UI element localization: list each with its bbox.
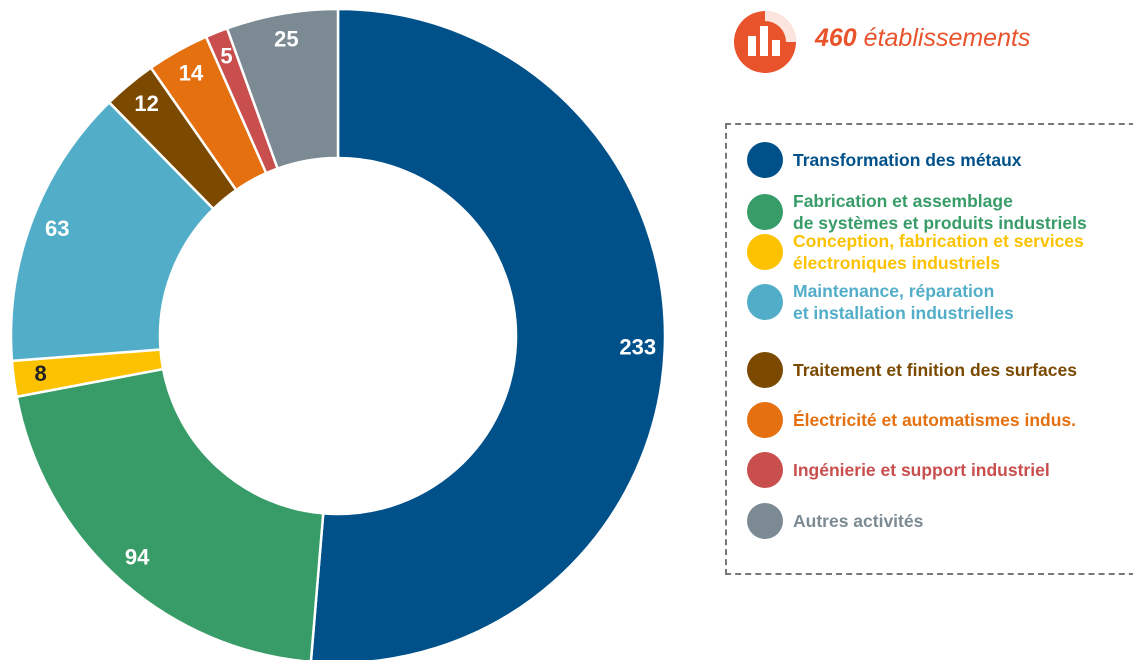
legend-label: Autres activités	[793, 511, 924, 531]
legend-label: Électricité et automatismes indus.	[793, 410, 1077, 430]
donut-segment	[15, 367, 325, 660]
data-label: 12	[134, 91, 158, 116]
legend-marker	[747, 503, 783, 539]
legend-label: Transformation des métaux	[793, 150, 1022, 170]
data-label: 63	[45, 216, 69, 241]
legend-marker	[747, 352, 783, 388]
legend-marker	[747, 234, 783, 270]
legend-label: Ingénierie et support industriel	[793, 460, 1050, 480]
data-label: 8	[34, 361, 46, 386]
donut-segment	[225, 7, 340, 171]
donut-segment	[9, 100, 216, 363]
legend-markers	[747, 142, 783, 539]
legend-label: Traitement et finition des surfaces	[793, 360, 1077, 380]
legend-marker	[747, 142, 783, 178]
total: 460	[815, 24, 857, 52]
legend-marker	[747, 194, 783, 230]
legend-marker	[747, 452, 783, 488]
data-label: 94	[125, 545, 150, 570]
data-label: 25	[274, 26, 298, 51]
header-icon	[734, 11, 796, 73]
legend-label: Conception, fabrication et services élec…	[793, 231, 1084, 273]
legend-label: Maintenance, réparation et installation …	[793, 281, 1014, 323]
legend: Transformation des métaux Fabrication et …	[725, 123, 1133, 575]
legend-label: Fabrication et assemblage de systèmes et…	[793, 191, 1087, 233]
total-label: établissements	[863, 24, 1031, 52]
header-text: 460 établissements	[815, 24, 1030, 53]
donut-segment	[309, 7, 667, 660]
legend-marker	[747, 402, 783, 438]
data-label: 233	[619, 334, 656, 359]
data-label: 14	[179, 60, 204, 85]
data-label: 5	[220, 43, 232, 68]
legend-marker	[747, 284, 783, 320]
